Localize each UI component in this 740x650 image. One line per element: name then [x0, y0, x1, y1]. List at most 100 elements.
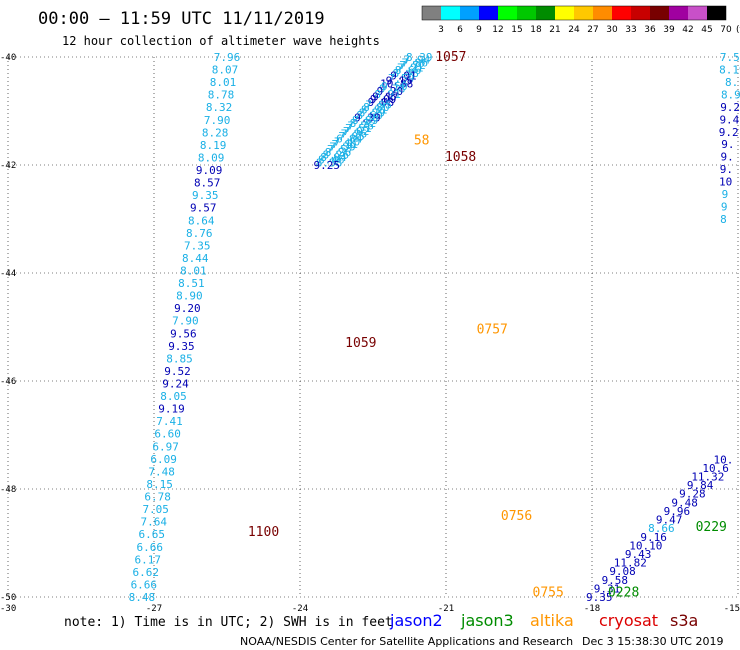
wave-height-value: 7.64 — [140, 516, 167, 529]
latitude-tick-labels: -40 -42 -44 -46 -48 -50 — [0, 53, 16, 603]
wave-height-value: 6.62 — [133, 566, 160, 579]
legend-swatch — [422, 6, 441, 20]
pass-time-labels: 1057 1058 58 0757 1059 1100 0756 0755 0228 0229 — [248, 50, 727, 601]
wave-height-value: 8.78 — [208, 89, 235, 102]
footer-credit: NOAA/NESDIS Center for Satellite Applica… — [240, 635, 573, 648]
satellite-label-s3a: s3a — [670, 611, 698, 630]
wave-height-value: 9. — [720, 163, 733, 176]
lon-tick-label: -30 — [0, 604, 16, 614]
wave-height-value: 8.44 — [182, 252, 209, 265]
wave-height-value: 8.15 — [146, 478, 173, 491]
wave-height-value: 8.90 — [176, 290, 203, 303]
lat-tick-label: -48 — [0, 485, 16, 495]
wave-height-value: 9.16 — [640, 531, 667, 544]
lon-tick-label: -15 — [724, 604, 740, 614]
legend-unit: (ft) — [736, 25, 740, 35]
wave-height-value: 7.95 — [365, 98, 392, 111]
wave-height-value: 8.57 — [194, 177, 221, 190]
wave-height-value: 7.57 — [327, 143, 354, 156]
wave-height-value: 8.48 — [392, 67, 419, 80]
wave-height-value: 9.52 — [164, 365, 191, 378]
wave-height-value: 7.05 — [142, 503, 169, 516]
legend-label: 3 — [438, 25, 444, 35]
wave-height-value: 8.91 — [374, 88, 401, 101]
wave-height-value: 7.76 — [347, 119, 374, 132]
wave-height-value: 6.65 — [138, 528, 165, 541]
wave-height-value: 9.43 — [625, 548, 652, 561]
legend-label: 33 — [625, 25, 636, 35]
wave-height-value: 8.80 — [363, 101, 390, 114]
wave-height-value: 9.01 — [390, 69, 417, 82]
wave-height-value: 8.46 — [318, 154, 345, 167]
wave-height-value: 9. — [721, 151, 734, 164]
legend-swatch — [536, 6, 555, 20]
wave-height-value: 8. — [725, 76, 738, 89]
wave-height-value: 7.96 — [214, 51, 241, 64]
pass-time-label: 1058 — [445, 150, 476, 165]
wave-height-value: 9.09 — [196, 164, 223, 177]
wave-height-value: 9.35 — [586, 591, 613, 604]
pass-time-label: 0229 — [696, 520, 727, 535]
legend-label: 70 — [720, 25, 732, 35]
legend-label: 39 — [663, 25, 675, 35]
wave-height-value: 7.90 — [204, 114, 231, 127]
wave-height-value: 9.4 — [719, 113, 739, 126]
pass-time-label: 0756 — [501, 509, 532, 524]
legend-swatch — [460, 6, 479, 20]
wave-height-value: 8.26 — [323, 148, 350, 161]
footer-timestamp: Dec 3 15:38:30 UTC 2019 — [582, 635, 723, 648]
legend-swatch — [574, 6, 593, 20]
pass-time-label: 58 — [414, 134, 430, 149]
wave-height-value: 8.05 — [160, 390, 187, 403]
wave-height-value: 11.82 — [614, 557, 647, 570]
wave-height-value: 8.85 — [166, 352, 193, 365]
wave-height-value: 9.35 — [192, 189, 219, 202]
wave-height-value: 7.21 — [397, 62, 424, 75]
legend-label: 12 — [492, 25, 503, 35]
wave-height-value: 10.10 — [629, 539, 662, 552]
wave-height-value: 7.11 — [332, 138, 359, 151]
wave-height-value: 7.54 — [720, 51, 740, 64]
legend-label: 30 — [606, 25, 618, 35]
wave-height-value: 7.41 — [156, 415, 183, 428]
wave-height-value: 8.51 — [178, 277, 205, 290]
wave-height-value: 8.60 — [356, 109, 383, 122]
wave-height-value: 10 — [719, 176, 732, 189]
legend-label: 27 — [587, 25, 598, 35]
wave-height-value: 7.72 — [399, 59, 426, 72]
wave-height-value: 9.19 — [158, 403, 185, 416]
lat-tick-label: -46 — [0, 377, 16, 387]
legend-label: 24 — [568, 25, 580, 35]
pass-time-label: 1100 — [248, 525, 279, 540]
wave-height-value: 9.57 — [190, 202, 217, 215]
wave-height-value: 7.39 — [329, 141, 356, 154]
map-grid — [7, 56, 739, 598]
track-1057: 8.397.947.867.727.218.668.489.017.599.15… — [314, 51, 433, 172]
legend-label: 9 — [476, 25, 482, 35]
wave-height-value: 9.08 — [368, 96, 395, 109]
wave-height-value: 7.51 — [345, 122, 372, 135]
wave-height-value: 9.20 — [377, 85, 404, 98]
lon-tick-label: -24 — [292, 604, 308, 614]
wave-height-value: 8.01 — [180, 264, 207, 277]
legend-frame — [421, 5, 727, 21]
legend-swatch — [650, 6, 669, 20]
legend-label: 42 — [682, 25, 693, 35]
wave-height-value: 10.6 — [702, 462, 729, 475]
legend-swatch — [707, 6, 726, 20]
legend-swatch — [688, 6, 707, 20]
wave-height-value: 6.66 — [131, 578, 158, 591]
wave-height-value: 9.58 — [602, 574, 629, 587]
wave-height-value: 6.84 — [336, 133, 363, 146]
wave-height-value: 8.38 — [316, 156, 343, 169]
wave-height-value: 6.17 — [135, 553, 162, 566]
wave-height-value: 8.07 — [212, 64, 239, 77]
legend-label: 15 — [511, 25, 522, 35]
wave-height-value: 8.64 — [188, 214, 215, 227]
wave-height-value: 8.22 — [350, 117, 377, 130]
wave-height-value: 7.35 — [184, 239, 211, 252]
page-subtitle: 12 hour collection of altimeter wave hei… — [62, 34, 380, 48]
wave-height-value: 8.19 — [200, 139, 227, 152]
wave-height-value: 9.15 — [386, 75, 413, 88]
